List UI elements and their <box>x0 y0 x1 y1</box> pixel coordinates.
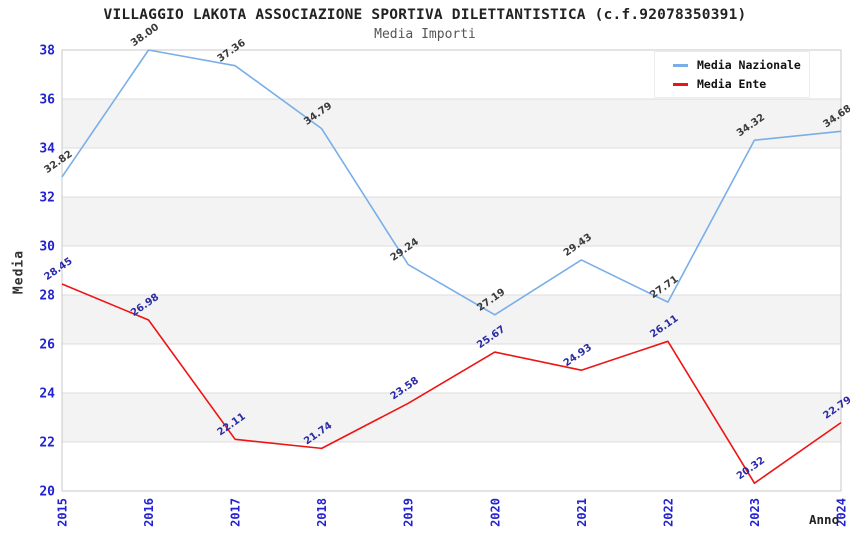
x-tick-label: 2021 <box>575 498 589 527</box>
x-tick-label: 2019 <box>402 498 416 527</box>
y-tick-label: 30 <box>39 240 55 255</box>
x-tick-label: 2017 <box>229 498 243 527</box>
chart-subtitle: Media Importi <box>374 27 476 42</box>
data-point-label: 37.36 <box>216 38 248 65</box>
data-point-label: 28.45 <box>42 256 74 283</box>
y-tick-label: 22 <box>39 436 55 451</box>
series-line-media-nazionale <box>61 49 842 316</box>
legend-label: Media Nazionale <box>697 58 801 72</box>
y-tick-label: 28 <box>39 289 55 304</box>
legend-label: Media Ente <box>697 77 767 91</box>
legend-item-media-nazionale: Media Nazionale <box>673 58 809 72</box>
x-tick-label: 2016 <box>142 498 156 527</box>
x-tick-label: 2018 <box>315 498 329 527</box>
legend-line-icon <box>673 63 688 67</box>
y-tick-label: 36 <box>39 93 55 108</box>
plot-border <box>61 49 842 492</box>
plot-band <box>62 393 841 442</box>
chart-title: VILLAGGIO LAKOTA ASSOCIAZIONE SPORTIVA D… <box>103 7 747 23</box>
legend-line-icon <box>673 82 688 86</box>
legend-item-media-ente: Media Ente <box>673 77 809 91</box>
y-axis-title: Media <box>11 249 27 295</box>
legend: Media Nazionale Media Ente <box>654 51 810 98</box>
plot-band <box>62 197 841 246</box>
x-axis-title: Anno <box>809 512 840 527</box>
series-line-media-ente <box>61 283 842 484</box>
y-tick-label: 32 <box>39 191 55 206</box>
y-tick-label: 34 <box>39 142 55 157</box>
x-tick-label: 2023 <box>748 498 762 527</box>
x-tick-label: 2022 <box>661 498 675 527</box>
data-point-label: 38.00 <box>129 22 161 49</box>
plot-band <box>62 99 841 148</box>
y-tick-label: 24 <box>39 387 55 402</box>
plot-band <box>62 295 841 344</box>
x-tick-label: 2024 <box>835 498 849 527</box>
data-point-label: 24.93 <box>562 342 594 369</box>
y-tick-label: 26 <box>39 338 55 353</box>
y-tick-label: 38 <box>39 44 55 59</box>
y-tick-label: 20 <box>39 485 55 500</box>
x-tick-label: 2015 <box>56 498 70 527</box>
x-tick-label: 2020 <box>488 498 502 527</box>
